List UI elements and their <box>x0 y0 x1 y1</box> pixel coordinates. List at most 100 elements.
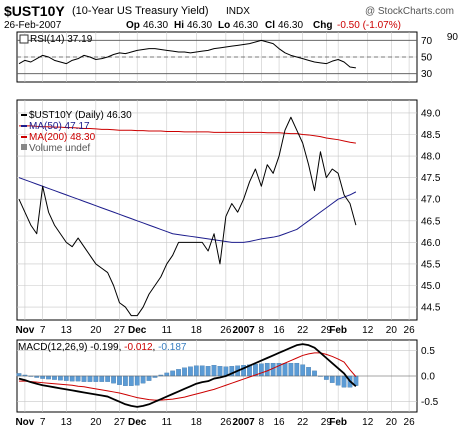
rsi-ytick-label: 50 <box>421 53 433 64</box>
macd-histogram-bar <box>111 375 116 384</box>
x-tick-label: 12 <box>362 417 374 428</box>
macd-ytick-label: -0.5 <box>421 397 439 408</box>
x-tick-label: 7 <box>40 325 46 336</box>
x-tick-label: 8 <box>259 325 265 336</box>
macd-histogram-bar <box>40 375 46 379</box>
x-tick-label: 12 <box>362 325 374 336</box>
price-line <box>18 116 357 317</box>
rsi-ytick-label: 90 <box>447 32 459 43</box>
x-tick-label: 16 <box>273 417 285 428</box>
price-legend-label: MA(200) 48.30 <box>29 132 96 143</box>
x-tick-label: 20 <box>386 325 398 336</box>
signal-line <box>19 352 357 401</box>
x-tick-label: 26 <box>220 417 232 428</box>
price-ytick-label: 47.0 <box>421 195 441 206</box>
macd-histogram-bar <box>123 375 128 386</box>
price-legend-label: Volume undef <box>29 143 90 154</box>
x-tick-label: 18 <box>191 417 203 428</box>
macd-histogram-bar <box>63 375 69 381</box>
x-tick-label: 16 <box>273 325 285 336</box>
low-value: 46.30 <box>233 20 258 31</box>
macd-histogram-bar <box>294 362 300 377</box>
macd-histogram-bar <box>69 375 75 382</box>
macd-histogram-bar <box>105 375 111 382</box>
x-tick-label: Feb <box>329 325 347 336</box>
macd-histogram-bar <box>312 370 317 377</box>
price-ytick-label: 48.5 <box>421 130 441 141</box>
price-ytick-label: 44.5 <box>421 303 441 314</box>
macd-histogram-bar <box>52 375 57 380</box>
macd-histogram-bar <box>99 375 105 382</box>
macd-histogram-bar <box>81 375 87 382</box>
macd-histogram-bar <box>164 372 170 377</box>
macd-histogram-bar <box>329 375 335 383</box>
macd-histogram-bar <box>134 375 140 386</box>
macd-histogram-bar <box>306 367 311 377</box>
ma200-line <box>19 125 356 144</box>
macd-histogram-bar <box>188 366 193 377</box>
x-tick-label: Dec <box>128 417 147 428</box>
macd-histogram-bar <box>199 365 205 377</box>
price-ytick-label: 45.5 <box>421 259 441 270</box>
price-legend-label: MA(50) 47.17 <box>29 121 90 132</box>
rsi-ytick-label: 70 <box>421 36 433 47</box>
x-tick-label: 20 <box>90 417 102 428</box>
change-label: Chg <box>313 20 332 31</box>
macd-histogram-bar <box>323 375 329 380</box>
macd-panel: -0.5 0.0 0.5 MACD(12,26,9) -0.199, -0.012, … <box>16 339 439 413</box>
macd-histogram-bar <box>270 362 276 377</box>
macd-histogram-bar <box>58 375 63 381</box>
rsi-legend-swatch <box>19 34 29 44</box>
x-tick-label: 29 <box>321 417 333 428</box>
price-ytick-label: 47.5 <box>421 173 441 184</box>
macd-histogram-bar <box>341 375 347 388</box>
x-tick-label: 18 <box>191 325 203 336</box>
price-ytick-label: 46.5 <box>421 216 441 227</box>
watermark: @ StockCharts.com <box>365 6 454 17</box>
x-tick-label: 27 <box>114 417 126 428</box>
macd-histogram-bar <box>46 375 51 380</box>
x-tick-label: 29 <box>321 325 333 336</box>
low-label: Lo <box>218 20 230 31</box>
macd-histogram-bar <box>75 375 81 382</box>
rsi-line <box>18 39 356 69</box>
price-ytick-label: 49.0 <box>421 108 441 119</box>
macd-legend: MACD(12,26,9) -0.199, -0.012, -0.187 <box>18 342 187 353</box>
macd-legend-part: -0.187 <box>158 342 187 353</box>
macd-histogram-bar <box>93 375 99 382</box>
x-tick-label: 20 <box>90 325 102 336</box>
macd-histogram-bar <box>288 362 294 377</box>
x-tick-label: Nov <box>15 417 34 428</box>
chart-header: $UST10Y (10-Year US Treasury Yield) INDX… <box>4 3 454 31</box>
x-tick-label: 22 <box>297 325 309 336</box>
rsi-panel: 30 50 70 90 RSI(14) 37.19 <box>16 31 459 83</box>
x-tick-label: Feb <box>329 417 347 428</box>
x-tick-label: 11 <box>162 325 173 336</box>
x-tick-label: 2007 <box>232 417 255 428</box>
x-tick-label: 8 <box>259 417 265 428</box>
macd-histogram-bar <box>182 367 187 377</box>
macd-legend-part: -0.012 <box>124 342 153 353</box>
macd-histogram-bar <box>87 375 93 382</box>
high-value: 46.30 <box>187 20 212 31</box>
x-tick-label: 11 <box>162 417 173 428</box>
x-tick-label: 2007 <box>232 325 255 336</box>
symbol: $UST10Y <box>4 3 65 19</box>
price-panel: 44.5 45.0 45.5 46.0 46.5 47.0 47.5 48.0 48.5 49.0… <box>16 99 441 321</box>
macd-histogram-bar <box>16 373 22 377</box>
macd-ytick-label: 0.5 <box>421 346 435 357</box>
price-legend-swatch <box>21 144 27 150</box>
price-ytick-label: 46.0 <box>421 238 441 249</box>
macd-legend-part: , <box>153 342 159 353</box>
macd-histogram-bar <box>282 362 288 377</box>
x-tick-label: Dec <box>128 325 147 336</box>
macd-histogram-bar <box>300 364 306 377</box>
macd-legend-part: MACD(12,26,9) -0.199, <box>18 342 124 353</box>
macd-histogram-bar <box>117 375 122 385</box>
x-tick-label: 26 <box>220 325 232 336</box>
x-tick-label: Nov <box>15 325 34 336</box>
macd-histogram-bar <box>211 365 217 377</box>
x-tick-label: 22 <box>297 417 309 428</box>
rsi-ytick-label: 30 <box>421 69 433 80</box>
